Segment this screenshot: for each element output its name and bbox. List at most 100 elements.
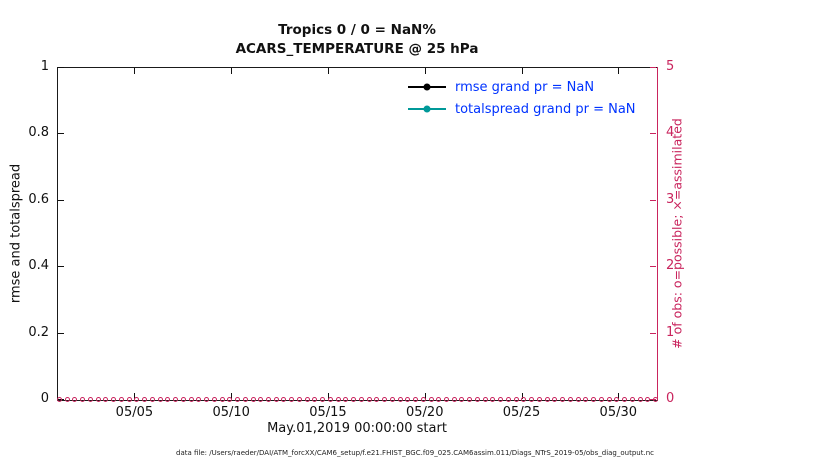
obs-count-marker (64, 397, 70, 402)
y-axis-right-tick-label: 3 (666, 191, 675, 207)
obs-count-marker (560, 397, 566, 402)
x-axis-tick-mark (327, 393, 329, 399)
x-axis-tick-label: 05/15 (309, 405, 347, 420)
obs-count-marker (142, 397, 148, 402)
obs-count-marker (72, 397, 78, 402)
obs-count-marker (645, 397, 651, 402)
legend: rmse grand pr = NaN totalspread grand pr… (408, 76, 636, 120)
obs-count-marker (413, 397, 419, 402)
obs-count-marker (343, 397, 349, 402)
obs-count-marker (211, 397, 217, 402)
rmse-marker-dot (423, 83, 431, 91)
obs-count-marker (227, 397, 233, 402)
y-axis-left-tick-mark (58, 67, 64, 68)
x-axis-tick-mark (424, 393, 426, 399)
obs-count-marker (382, 397, 388, 402)
obs-count-marker (180, 397, 186, 402)
x-axis-top-tick-mark (521, 68, 523, 74)
obs-count-marker (591, 397, 597, 402)
plot-area (57, 67, 658, 401)
obs-count-marker (583, 397, 589, 402)
obs-count-marker (405, 397, 411, 402)
x-axis-top-tick-mark (327, 68, 329, 74)
obs-count-marker (598, 397, 604, 402)
obs-count-marker (204, 397, 210, 402)
obs-count-marker (467, 397, 473, 402)
x-axis-tick-mark (134, 393, 136, 399)
obs-count-marker (653, 397, 658, 402)
obs-count-marker (536, 397, 542, 402)
obs-count-marker (242, 397, 248, 402)
obs-count-marker (521, 397, 527, 402)
obs-count-marker (513, 397, 519, 402)
obs-count-marker (196, 397, 202, 402)
obs-count-marker (629, 397, 635, 402)
plot-title-line1: Tropics 0 / 0 = NaN% (278, 22, 436, 38)
y-axis-left-tick-label: 0.4 (28, 258, 49, 274)
obs-count-marker (552, 397, 558, 402)
obs-count-marker (103, 397, 109, 402)
obs-count-marker (188, 397, 194, 402)
obs-count-marker (397, 397, 403, 402)
obs-count-marker (296, 397, 302, 402)
obs-count-marker (80, 397, 86, 402)
obs-count-marker (529, 397, 535, 402)
obs-count-marker (544, 397, 550, 402)
y-axis-right-tick-mark (650, 67, 656, 68)
obs-count-marker (498, 397, 504, 402)
obs-count-marker (134, 397, 140, 402)
obs-count-marker (273, 397, 279, 402)
obs-count-marker (111, 397, 117, 402)
obs-count-marker (428, 397, 434, 402)
legend-label-totalspread: totalspread grand pr = NaN (455, 101, 636, 117)
obs-count-marker (312, 397, 318, 402)
obs-count-marker (444, 397, 449, 402)
right-axis-spine (657, 67, 658, 400)
y-axis-left-tick-label: 0 (40, 391, 49, 406)
legend-label-rmse: rmse grand pr = NaN (455, 79, 595, 95)
obs-count-marker (118, 397, 124, 402)
obs-count-marker (258, 397, 264, 402)
y-axis-left-tick-label: 1 (40, 59, 49, 74)
obs-count-marker (235, 397, 241, 402)
obs-count-marker (95, 397, 101, 402)
data-file-caption: data file: /Users/raeder/DAI/ATM_forcXX/… (176, 449, 654, 457)
y-axis-right-tick-mark (650, 199, 656, 201)
obs-count-marker (482, 397, 488, 402)
obs-count-marker (57, 397, 62, 402)
x-axis-tick-mark (521, 393, 523, 399)
obs-count-marker (436, 397, 442, 402)
obs-count-marker (490, 397, 496, 402)
obs-count-marker (250, 397, 256, 402)
y-axis-right-tick-mark (650, 332, 656, 334)
obs-count-marker (474, 397, 480, 402)
x-axis-top-tick-mark (424, 68, 426, 74)
obs-count-marker (374, 397, 380, 402)
obs-count-marker (320, 397, 326, 402)
y-axis-left-tick-label: 0.6 (28, 191, 49, 207)
rmse-line-sample (408, 83, 446, 91)
x-axis-tick-label: 05/05 (115, 405, 154, 420)
y-axis-right-tick-label: 2 (666, 258, 675, 274)
y-axis-left-tick-mark (58, 266, 64, 268)
legend-item-totalspread: totalspread grand pr = NaN (408, 98, 636, 120)
obs-count-marker (327, 397, 333, 402)
y-axis-right-tick-mark (650, 266, 656, 268)
obs-count-marker (420, 397, 426, 402)
x-axis-top-tick-mark (231, 68, 233, 74)
obs-count-marker (637, 397, 643, 402)
obs-count-marker (265, 397, 271, 402)
obs-count-marker (149, 397, 155, 402)
obs-count-marker (289, 397, 295, 402)
x-axis-tick-label: 05/10 (212, 405, 250, 420)
y-axis-left-tick-mark (58, 199, 64, 201)
y-axis-left-tick-label: 0.2 (28, 324, 49, 340)
obs-count-marker (459, 397, 465, 402)
x-axis-label: May.01,2019 00:00:00 start (267, 421, 447, 436)
totalspread-line-sample (408, 105, 446, 113)
x-axis-tick-label: 05/25 (502, 405, 541, 420)
plot-title-line2: ACARS_TEMPERATURE @ 25 hPa (235, 41, 479, 57)
obs-count-marker (389, 397, 395, 402)
x-axis-tick-mark (618, 393, 620, 399)
